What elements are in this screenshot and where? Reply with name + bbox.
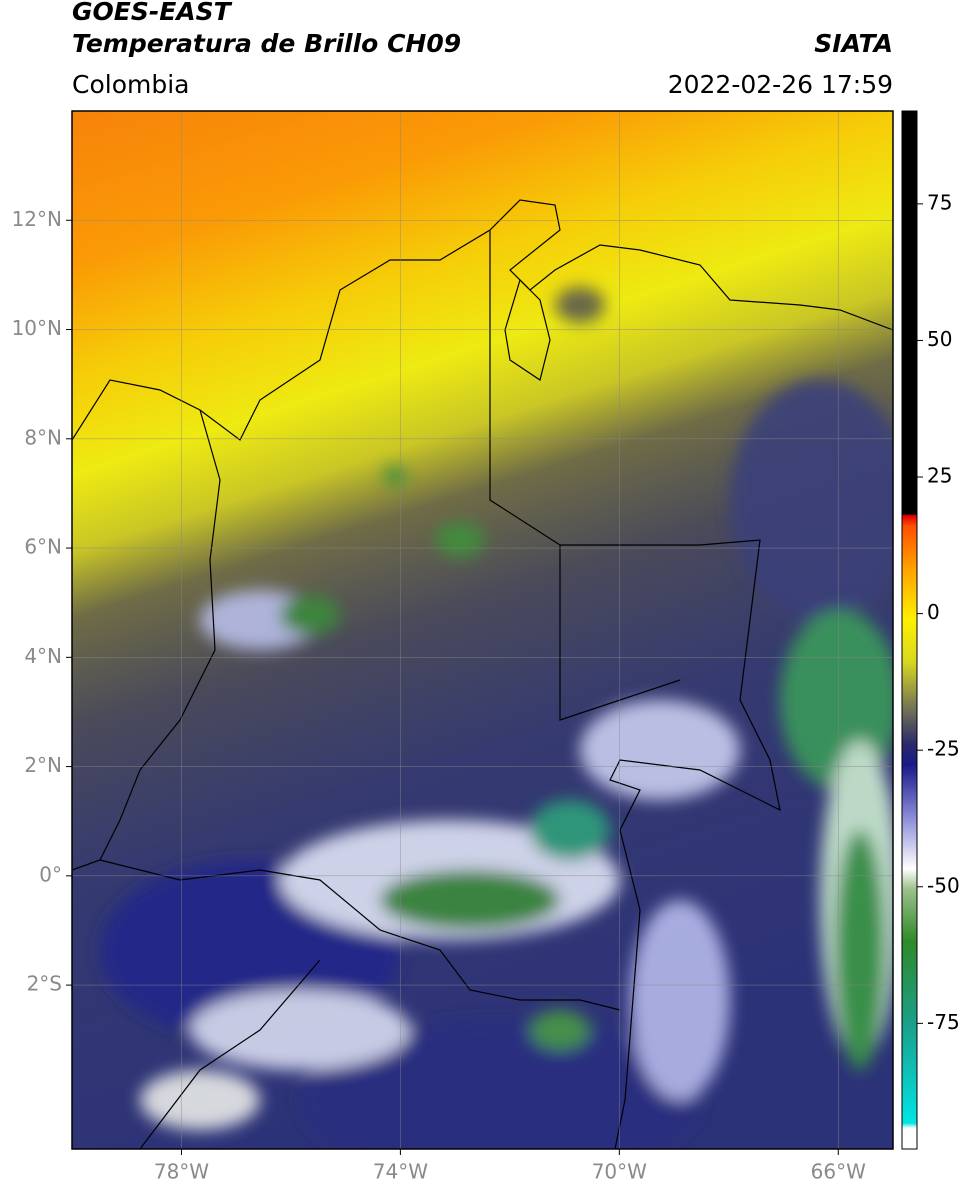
y-tick-label: 4°N: [24, 644, 62, 668]
map-frame: [71, 110, 894, 1150]
colorbar-tick-label: -50: [927, 873, 960, 897]
y-tick-label: 2°N: [24, 753, 62, 777]
timestamp: 2022-02-26 17:59: [668, 70, 893, 99]
x-tick-label: 78°W: [154, 1160, 209, 1184]
colorbar-tick-label: -25: [927, 737, 960, 761]
graticule: [72, 111, 893, 1149]
satellite-imagery: [72, 111, 893, 1149]
colorbar-tick-label: 75: [927, 190, 952, 214]
region: Colombia: [72, 70, 189, 99]
y-tick-label: 8°N: [24, 425, 62, 449]
colorbar-tick-label: -75: [927, 1010, 960, 1034]
source: SIATA: [814, 29, 893, 58]
y-tick-label: 6°N: [24, 535, 62, 559]
satellite-title: GOES-EAST: [72, 0, 233, 26]
colorbar-tick-label: 50: [927, 327, 952, 351]
colorbar: [901, 110, 918, 1150]
borders: [72, 199, 893, 1149]
y-tick-label: 2°S: [27, 972, 62, 996]
colorbar-tick-label: 0: [927, 600, 940, 624]
x-tick-label: 66°W: [811, 1160, 866, 1184]
x-tick-label: 70°W: [592, 1160, 647, 1184]
y-tick-label: 10°N: [12, 316, 62, 340]
colorbar-tick-label: 25: [927, 464, 952, 488]
product-title: Temperatura de Brillo CH09: [72, 29, 461, 58]
y-tick-label: 12°N: [12, 207, 62, 231]
y-tick-label: 0°: [39, 862, 62, 886]
x-tick-label: 74°W: [373, 1160, 428, 1184]
